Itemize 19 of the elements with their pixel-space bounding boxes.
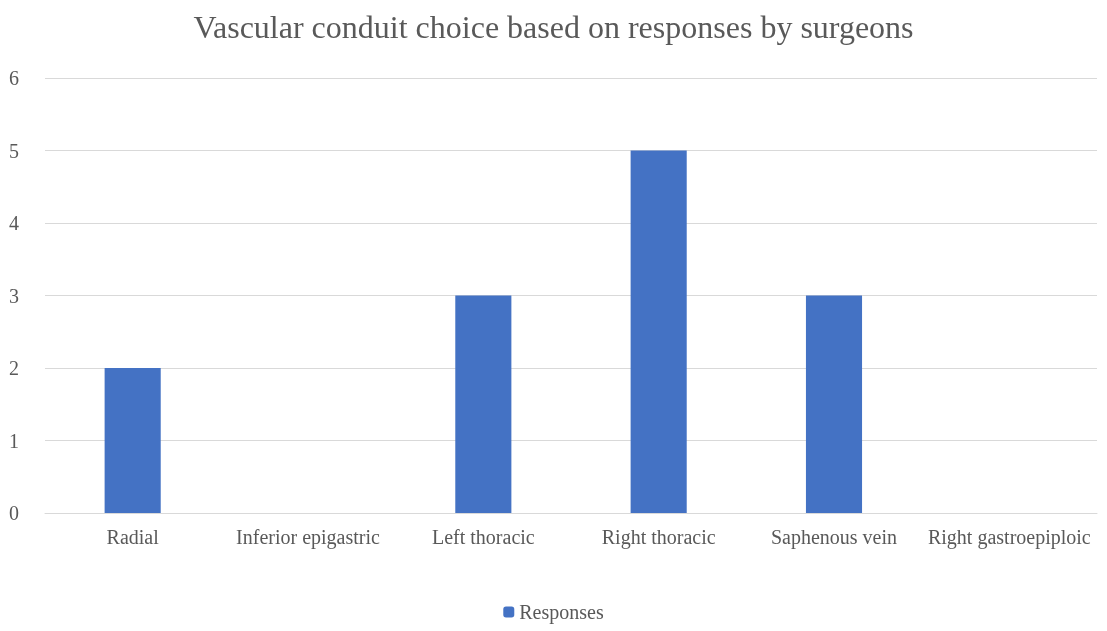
y-tick-label: 6 [9, 67, 19, 89]
x-tick-label: Right thoracic [601, 526, 716, 549]
y-tick-label: 2 [9, 357, 19, 379]
y-tick-label: 5 [9, 139, 19, 162]
bar [805, 295, 863, 513]
x-tick-label: Saphenous vein [770, 526, 898, 549]
legend-label: Responses [519, 601, 604, 624]
y-tick-label: 0 [9, 502, 19, 524]
y-tick-label: 1 [9, 429, 19, 452]
bar [630, 150, 687, 513]
x-tick-label: Left thoracic [431, 526, 535, 548]
x-tick-label: Inferior epigastric [236, 526, 381, 549]
bar [104, 368, 161, 513]
chart-title: Vascular conduit choice based on responses by surgeons [193, 9, 914, 45]
x-tick-label: Radial [106, 526, 160, 548]
y-tick-label: 4 [9, 212, 19, 234]
bar [455, 295, 512, 513]
x-tick-label: Right gastroepiploic [927, 526, 1091, 549]
y-tick-label: 3 [9, 284, 19, 307]
